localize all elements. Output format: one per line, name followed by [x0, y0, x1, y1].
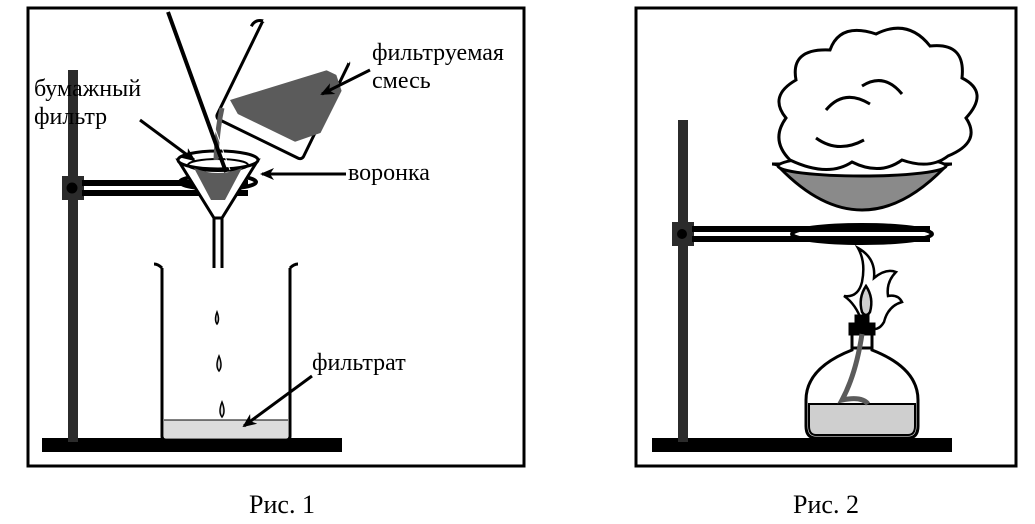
spirit-lamp — [806, 316, 918, 438]
figure-2-panel: Рис. 2 — [630, 0, 1022, 524]
figure-1-svg — [12, 0, 552, 524]
figure-2-caption: Рис. 2 — [630, 490, 1022, 520]
stand-pole-2 — [678, 120, 688, 442]
burner-flame — [844, 248, 902, 329]
figure-2-svg — [630, 0, 1022, 524]
stand-pole — [68, 70, 78, 442]
diagram-canvas: бумажный фильтр фильтруемая смесь воронк… — [0, 0, 1035, 524]
arrow-filter — [140, 120, 194, 160]
figure-1-panel: бумажный фильтр фильтруемая смесь воронк… — [12, 0, 552, 524]
stand-base-2 — [652, 438, 952, 452]
figure-1-caption: Рис. 1 — [12, 490, 552, 520]
steam-cloud — [779, 28, 977, 169]
receiving-beaker — [154, 264, 298, 440]
stand-clamp-2 — [672, 222, 932, 246]
